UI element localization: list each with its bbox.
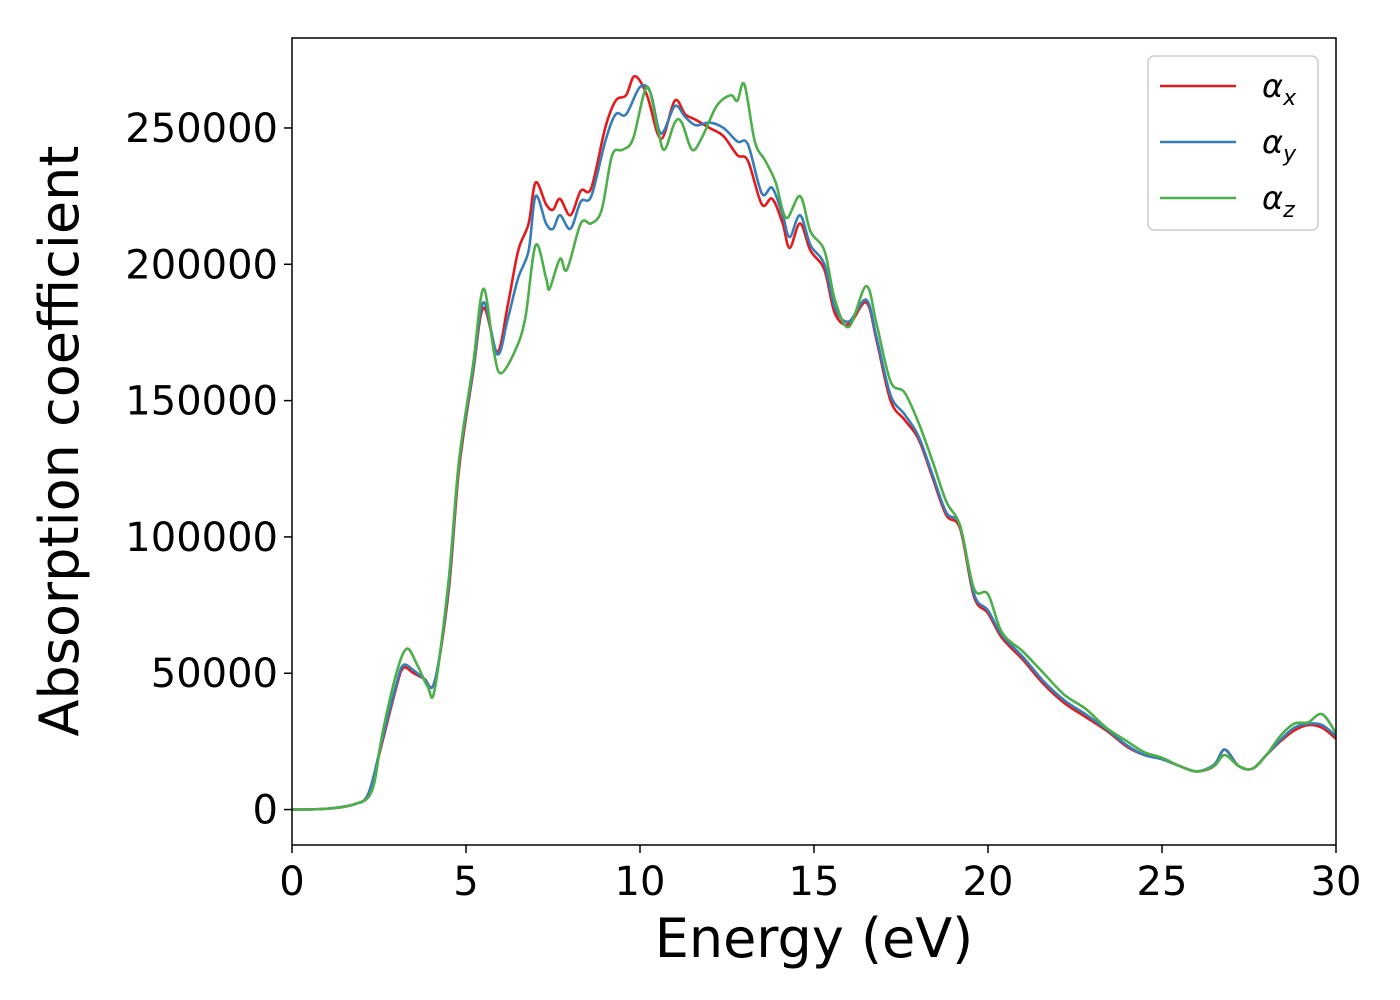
legend-label-y: αy — [1262, 123, 1297, 167]
legend-label-z: αz — [1262, 179, 1295, 223]
y-axis-label: Absorption coefficient — [28, 146, 91, 737]
x-axis-ticks: 0 5 10 15 20 25 30 — [279, 845, 1361, 905]
x-tick-label: 20 — [963, 859, 1014, 905]
x-tick-label: 25 — [1137, 859, 1188, 905]
x-axis-label: Energy (eV) — [655, 907, 974, 970]
y-axis-ticks: 0 50000 100000 150000 200000 250000 — [125, 106, 292, 834]
legend-items: αx αy αz — [1160, 67, 1297, 223]
legend-label-x: αx — [1262, 67, 1297, 111]
y-tick-label: 250000 — [125, 106, 278, 152]
x-tick-label: 5 — [453, 859, 478, 905]
y-tick-label: 150000 — [125, 379, 278, 425]
x-tick-label: 15 — [789, 859, 840, 905]
y-tick-label: 0 — [253, 788, 278, 834]
x-tick-label: 10 — [615, 859, 666, 905]
x-tick-label: 0 — [279, 859, 304, 905]
legend: αx αy αz — [1147, 55, 1319, 231]
y-tick-label: 50000 — [151, 651, 278, 697]
series-layer — [292, 74, 1336, 811]
x-tick-label: 30 — [1311, 859, 1362, 905]
y-tick-label: 200000 — [125, 242, 278, 288]
y-tick-label: 100000 — [125, 515, 278, 561]
series-line-z — [292, 81, 1336, 811]
